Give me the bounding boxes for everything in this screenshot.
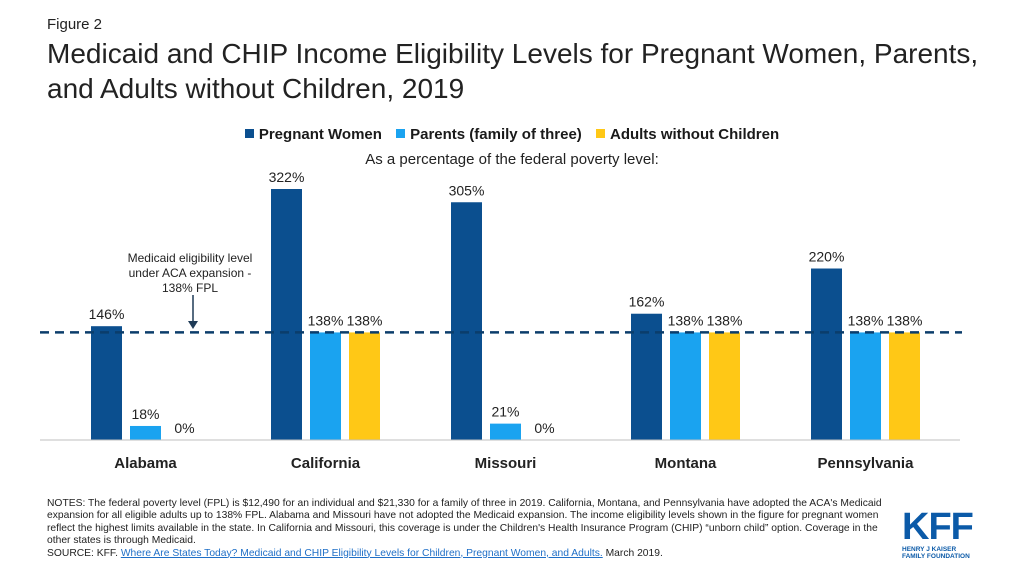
legend-label: Parents (family of three) [410,126,582,143]
data-label: 322% [269,169,305,185]
annotation-text: Medicaid eligibility level [128,251,253,265]
bar [310,332,341,440]
chart-notes: NOTES: The federal poverty level (FPL) i… [47,498,882,560]
logo-line-1: HENRY J KAISER [902,546,957,553]
notes-text: NOTES: The federal poverty level (FPL) i… [47,498,882,547]
x-tick-label: California [291,455,361,472]
bar [709,332,740,440]
logo-mark: KFF [902,506,974,548]
data-label: 0% [534,420,554,436]
annotation-text: under ACA expansion - [129,266,252,280]
annotation-text: 138% FPL [162,281,218,295]
legend-label: Pregnant Women [258,126,382,143]
chart-title: Medicaid and CHIP Income Eligibility Lev… [47,38,979,104]
legend-item-parents: Parents (family of three) [396,126,582,143]
data-label: 146% [89,306,125,322]
legend-item-adults-without-children: Adults without Children [595,126,780,143]
annotation-arrow-head [188,321,198,329]
bar [271,189,302,440]
data-label: 0% [174,420,194,436]
bar [670,332,701,440]
bar [130,425,161,440]
bar [631,313,662,440]
legend-swatch [244,129,254,138]
kff-logo: KFF HENRY J KAISER FAMILY FOUNDATION [902,508,992,560]
x-tick-label: Montana [655,455,717,472]
data-label: 138% [668,312,704,328]
bar [490,423,521,440]
data-label: 305% [449,182,485,198]
data-label: 220% [809,249,845,265]
x-tick-label: Missouri [475,455,537,472]
data-label: 138% [308,312,344,328]
data-label: 138% [347,312,383,328]
data-label: 21% [491,404,519,420]
logo-line-2: FAMILY FOUNDATION [902,553,970,560]
data-label: 138% [707,312,743,328]
bar [349,332,380,440]
data-label: 162% [629,294,665,310]
figure-label: Figure 2 [47,16,103,33]
chart-legend: Pregnant Women Parents (family of three)… [0,126,1024,143]
source-prefix: SOURCE: KFF. [47,547,121,559]
bar [850,332,881,440]
legend-label: Adults without Children [609,126,780,143]
data-label: 138% [848,312,884,328]
bar [889,332,920,440]
bar [811,268,842,440]
data-label: 18% [131,406,159,422]
legend-item-pregnant-women: Pregnant Women [244,126,382,143]
source-link[interactable]: Where Are States Today? Medicaid and CHI… [120,547,603,559]
source-line: SOURCE: KFF. Where Are States Today? Med… [47,548,882,560]
bar [91,326,122,440]
legend-swatch [595,129,605,138]
chart-subtitle: As a percentage of the federal poverty l… [365,151,659,168]
bar [451,202,482,440]
x-tick-label: Pennsylvania [818,455,915,472]
x-tick-label: Alabama [114,455,177,472]
data-label: 138% [887,312,923,328]
source-suffix: March 2019. [602,547,663,559]
legend-swatch [396,129,406,138]
